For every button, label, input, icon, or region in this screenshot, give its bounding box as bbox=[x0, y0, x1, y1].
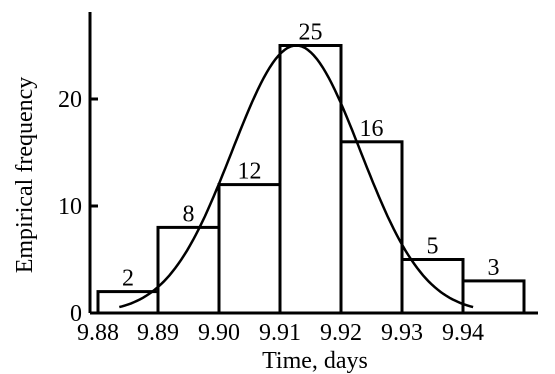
x-tick-label: 9.88 bbox=[77, 320, 119, 346]
x-tick-label: 9.93 bbox=[381, 320, 423, 346]
y-tick-label: 10 bbox=[58, 194, 82, 220]
x-tick-label: 9.92 bbox=[320, 320, 362, 346]
bar-value-label: 5 bbox=[427, 234, 439, 260]
y-ticks-group: 0 10 20 bbox=[58, 87, 98, 327]
histogram-bar bbox=[217, 183, 282, 315]
x-tick-label: 9.90 bbox=[198, 320, 240, 346]
normal-fit-curve bbox=[118, 44, 474, 309]
y-axis-label: Empirical frequency bbox=[12, 77, 38, 274]
bar-value-label: 25 bbox=[299, 20, 323, 46]
x-axis-label: Time, days bbox=[262, 348, 368, 374]
bar-value-label: 16 bbox=[360, 116, 384, 142]
bars-group bbox=[96, 44, 526, 315]
bar-labels-group: 2 8 12 25 16 5 3 bbox=[122, 20, 500, 292]
bar-value-label: 3 bbox=[488, 255, 500, 281]
bar-value-label: 12 bbox=[238, 159, 262, 185]
y-tick-label: 20 bbox=[58, 87, 82, 113]
histogram-bar bbox=[278, 44, 343, 315]
bar-value-label: 2 bbox=[122, 266, 134, 292]
x-tick-label: 9.94 bbox=[442, 320, 484, 346]
x-tick-label: 9.91 bbox=[259, 320, 301, 346]
y-tick-label: 0 bbox=[70, 301, 82, 327]
x-ticks-group: 9.88 9.89 9.90 9.91 9.92 9.93 9.94 bbox=[77, 305, 484, 346]
bar-value-label: 8 bbox=[183, 201, 195, 227]
histogram-bar bbox=[461, 279, 526, 315]
histogram-bar bbox=[156, 225, 221, 315]
x-tick-label: 9.89 bbox=[137, 320, 179, 346]
